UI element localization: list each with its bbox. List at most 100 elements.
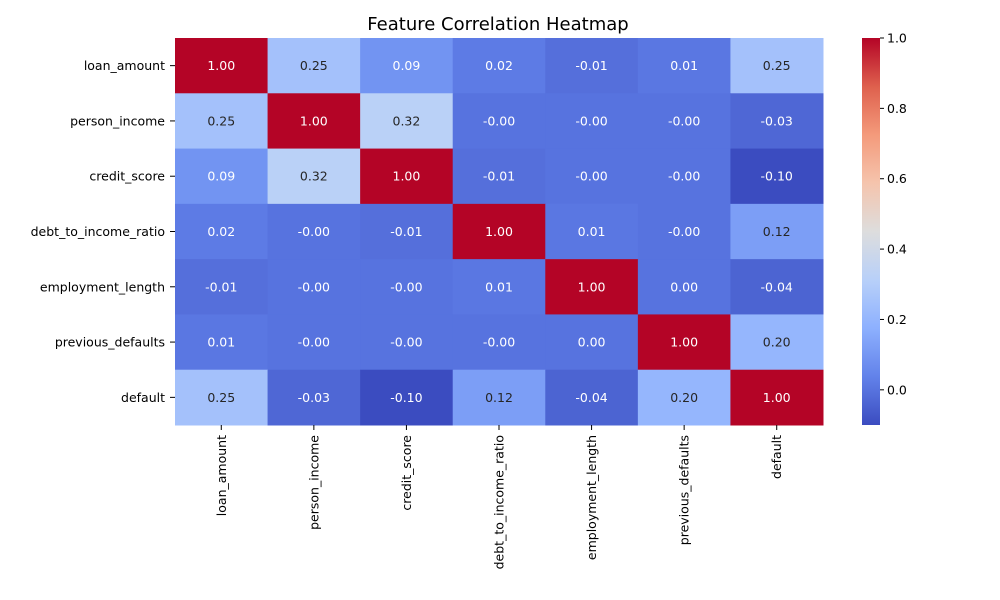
heatmap-cell xyxy=(175,203,269,260)
heatmap-cell xyxy=(545,148,639,205)
cell-value-label: 0.25 xyxy=(763,58,791,73)
heatmap-cell xyxy=(637,259,731,315)
heatmap-cells xyxy=(175,38,824,426)
x-tick-label: default xyxy=(769,435,784,479)
cell-value-label: 0.09 xyxy=(207,169,235,184)
cell-value-label: -0.01 xyxy=(483,169,515,184)
y-axis: loan_amount person_income credit_scoredebt… xyxy=(31,58,175,405)
cell-value-label: 0.01 xyxy=(670,58,698,73)
heatmap-cell xyxy=(360,93,454,150)
x-tick-label: person_income xyxy=(306,435,321,530)
colorbar-tick-label: 0.2 xyxy=(887,312,907,327)
heatmap-cell xyxy=(730,259,824,315)
heatmap-cell xyxy=(637,203,731,260)
cell-value-label: 0.02 xyxy=(485,58,513,73)
colorbar-tick-label: 1.0 xyxy=(887,31,907,46)
heatmap-cell xyxy=(730,93,824,150)
cell-value-label: -0.01 xyxy=(390,224,422,239)
x-tick-label: previous_defaults xyxy=(677,435,692,545)
cell-value-label: 0.00 xyxy=(670,279,698,294)
heatmap-cell xyxy=(267,148,361,205)
y-tick-label: default xyxy=(121,390,165,405)
cell-value-label: -0.10 xyxy=(761,169,793,184)
cell-value-label: 0.12 xyxy=(763,224,791,239)
cell-value-label: 0.20 xyxy=(670,390,698,405)
cell-value-label: 0.09 xyxy=(393,58,421,73)
heatmap-cell xyxy=(545,369,639,426)
cell-value-label: 0.32 xyxy=(300,169,328,184)
y-tick-label: debt_to_income_ratio xyxy=(31,224,165,239)
cell-value-label: -0.00 xyxy=(575,113,607,128)
heatmap-cell xyxy=(545,93,639,150)
chart-title: Feature Correlation Heatmap xyxy=(367,14,628,35)
heatmap-cell xyxy=(545,203,639,260)
heatmap-cell xyxy=(267,314,361,371)
heatmap-cell xyxy=(175,259,269,315)
cell-value-label: 1.00 xyxy=(393,169,421,184)
cell-value-label: -0.04 xyxy=(761,279,793,294)
cell-value-label: 0.01 xyxy=(485,279,513,294)
cell-value-label: -0.01 xyxy=(205,279,237,294)
cell-value-label: 0.01 xyxy=(207,335,235,350)
colorbar-tick-label: 0.0 xyxy=(887,382,907,397)
cell-value-label: 0.25 xyxy=(207,113,235,128)
cell-value-label: -0.00 xyxy=(298,279,330,294)
cell-value-label: -0.03 xyxy=(761,113,793,128)
colorbar-tick-label: 0.4 xyxy=(887,242,907,257)
heatmap-cell xyxy=(360,369,454,426)
colorbar-axis: 0.0 0.2 0.4 0.6 0.8 1.0 xyxy=(880,31,907,397)
heatmap-cell xyxy=(637,314,731,371)
cell-value-label: -0.00 xyxy=(298,335,330,350)
heatmap-cell xyxy=(545,38,639,94)
colorbar xyxy=(862,38,880,425)
heatmap-cell xyxy=(267,203,361,260)
heatmap-cell xyxy=(545,314,639,371)
cell-value-label: -0.01 xyxy=(575,58,607,73)
cell-value-label: 0.25 xyxy=(300,58,328,73)
heatmap-cell xyxy=(730,314,824,371)
heatmap-cell xyxy=(730,148,824,205)
heatmap-cell xyxy=(637,93,731,150)
cell-value-label: 1.00 xyxy=(670,335,698,350)
y-tick-label: previous_defaults xyxy=(55,335,165,350)
cell-value-label: 0.00 xyxy=(578,335,606,350)
cell-value-label: -0.00 xyxy=(483,113,515,128)
heatmap-cell xyxy=(360,38,454,94)
heatmap-cell xyxy=(175,38,269,94)
y-tick-label: person_income xyxy=(70,113,165,128)
heatmap-cell xyxy=(637,148,731,205)
cell-value-label: 1.00 xyxy=(578,279,606,294)
cell-value-label: -0.00 xyxy=(390,335,422,350)
heatmap-cell xyxy=(175,148,269,205)
colorbar-tick-label: 0.6 xyxy=(887,171,907,186)
cell-value-label: -0.00 xyxy=(668,113,700,128)
heatmap-cell xyxy=(730,38,824,94)
heatmap-cell xyxy=(545,259,639,315)
cell-value-label: -0.00 xyxy=(390,279,422,294)
heatmap-cell xyxy=(267,38,361,94)
heatmap-cell xyxy=(267,369,361,426)
heatmap-cell xyxy=(452,93,546,150)
heatmap-cell xyxy=(730,203,824,260)
heatmap-cell xyxy=(175,93,269,150)
heatmap-cell xyxy=(452,38,546,94)
cell-value-label: 0.12 xyxy=(485,390,513,405)
heatmap-cell xyxy=(360,203,454,260)
cell-value-label: 1.00 xyxy=(207,58,235,73)
heatmap-cell xyxy=(452,148,546,205)
cell-value-label: 0.02 xyxy=(207,224,235,239)
cell-value-label: 1.00 xyxy=(300,113,328,128)
heatmap-cell xyxy=(452,369,546,426)
x-tick-label: employment_length xyxy=(584,435,599,560)
heatmap-cell xyxy=(267,93,361,150)
heatmap-cell xyxy=(452,314,546,371)
cell-value-label: 0.25 xyxy=(207,390,235,405)
cell-value-label: -0.00 xyxy=(668,169,700,184)
y-tick-label: loan_amount xyxy=(84,58,165,73)
cell-value-label: -0.04 xyxy=(575,390,607,405)
x-axis: loan_amount person_income credit_score debt… xyxy=(214,425,784,569)
cell-value-label: -0.00 xyxy=(298,224,330,239)
cell-value-label: 1.00 xyxy=(763,390,791,405)
heatmap-cell xyxy=(730,369,824,426)
heatmap-cell xyxy=(175,369,269,426)
